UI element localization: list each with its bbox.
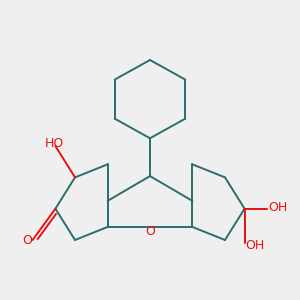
Text: OH: OH (246, 239, 265, 252)
Text: O: O (22, 233, 32, 247)
Text: O: O (145, 225, 155, 238)
Text: OH: OH (268, 201, 288, 214)
Text: HO: HO (45, 137, 64, 150)
